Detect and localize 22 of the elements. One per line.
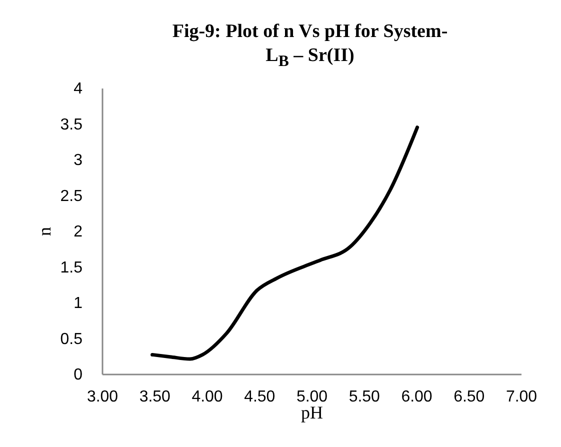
x-tick-label: 3.50 [139, 388, 171, 406]
x-tick-label: 7.00 [506, 388, 538, 406]
x-tick-label: 6.50 [454, 388, 485, 406]
x-tick-label: 4.50 [244, 388, 276, 406]
x-tick-label: 5.50 [348, 388, 380, 406]
x-tick-label: 5.00 [296, 388, 328, 406]
x-tick-label: 4.00 [192, 388, 223, 406]
y-tick-label: 1.5 [60, 259, 83, 276]
x-tick-label: 3.00 [86, 388, 118, 406]
line-series [150, 126, 420, 361]
y-axis-title: n [34, 227, 54, 236]
x-axis-title: pH [301, 402, 323, 422]
y-tick-label: 0 [74, 366, 83, 384]
x-tick-label: 6.00 [401, 388, 432, 406]
y-tick-label: 3.5 [60, 116, 83, 134]
y-tick-label: 2.5 [60, 188, 83, 205]
y-tick-label: 1 [74, 295, 83, 312]
chart-title: Fig-9: Plot of n Vs pH for System- L$_{B}$ – Sr(II) [171, 20, 449, 72]
y-tick-label: 3 [74, 152, 83, 169]
y-tick-label: 4 [74, 80, 83, 98]
y-tick-label: 2 [74, 224, 83, 240]
y-tick-label: 0.5 [60, 330, 83, 348]
